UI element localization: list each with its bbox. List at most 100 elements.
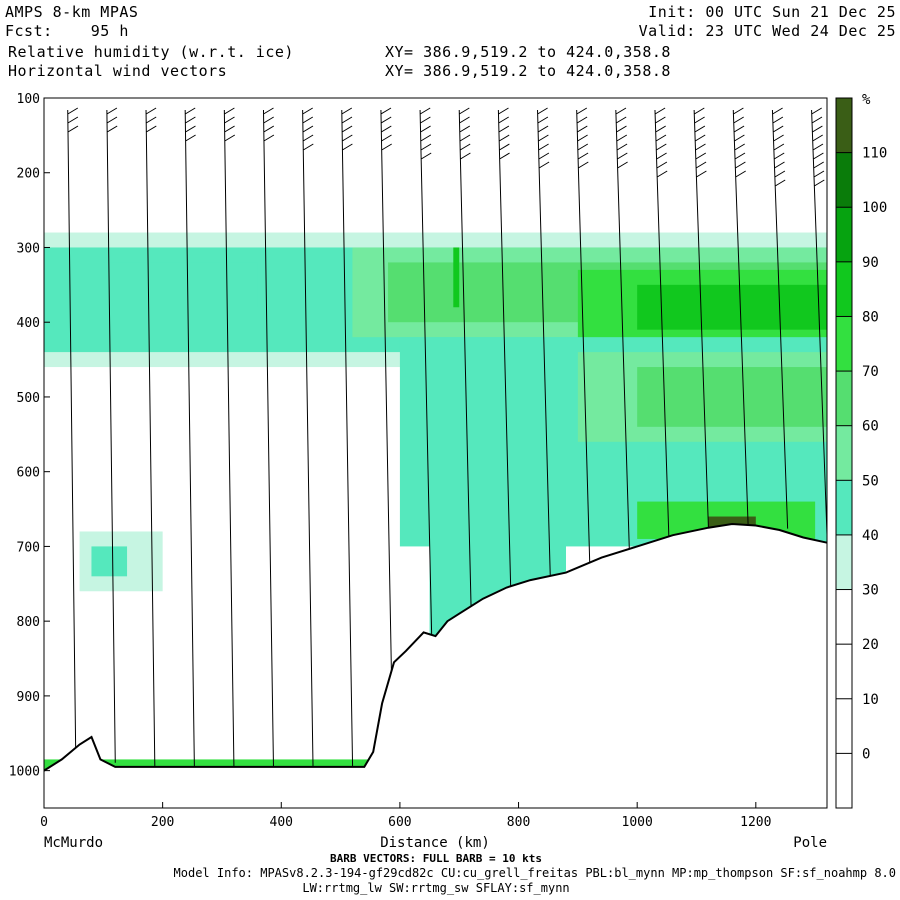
rh-region	[577, 269, 827, 345]
rh-region	[429, 471, 566, 644]
rh-region	[637, 501, 816, 539]
colorbar-frame	[835, 97, 853, 809]
wind-barb-column	[771, 107, 789, 529]
left-endpoint-label: McMurdo	[44, 835, 103, 851]
colorbar-tick-label: 0	[862, 746, 870, 762]
colorbar-tick-label: 10	[862, 692, 879, 708]
x-tick-label: 800	[507, 815, 530, 830]
wind-barb-column	[419, 107, 433, 637]
colorbar-tick-label: 110	[862, 146, 887, 162]
rh-region	[399, 337, 827, 547]
wind-barb-column	[458, 107, 472, 614]
colorbar-swatch	[836, 589, 852, 645]
y-tick-label: 1000	[9, 765, 40, 780]
colorbar-tick-label: 40	[862, 528, 879, 544]
model-title: AMPS 8-km MPAS	[5, 3, 139, 21]
wind-barb-column	[341, 107, 354, 767]
rh-region	[388, 262, 827, 323]
colorbar-tick-label: 50	[862, 473, 879, 489]
wind-barb-column	[693, 107, 710, 531]
rh-region	[637, 367, 827, 427]
cross-section-xy-1: XY= 386.9,519.2 to 424.0,358.8	[385, 43, 671, 61]
terrain	[43, 522, 828, 808]
wind-barb-column	[615, 107, 630, 554]
field-name-wind: Horizontal wind vectors	[8, 62, 228, 80]
colorbar: 0 10 20 30 40 50 60 70 80 90 100 110%	[835, 92, 887, 809]
axes: 100 200 300 400 500 600 700 800 900 1000 0 200 400 60…	[9, 92, 828, 830]
cross-section-xy-2: XY= 386.9,519.2 to 424.0,358.8	[385, 62, 671, 80]
rh-region	[577, 352, 827, 442]
colorbar-tick-label: 90	[862, 255, 879, 271]
colorbar-swatch	[836, 152, 852, 208]
init-time: Init: 00 UTC Sun 21 Dec 25	[648, 3, 896, 21]
colorbar-tick-label: 60	[862, 419, 879, 435]
right-endpoint-label: Pole	[793, 835, 827, 851]
colorbar-tick-label: 80	[862, 309, 879, 325]
wind-barb-column	[537, 107, 551, 579]
rh-shading	[44, 232, 827, 771]
colorbar-tick-label: 100	[862, 200, 887, 216]
colorbar-tick-label: 70	[862, 364, 879, 380]
wind-barb-column	[262, 107, 275, 767]
wind-barb-column	[380, 107, 393, 710]
colorbar-swatch	[836, 698, 852, 754]
rh-region	[453, 247, 460, 308]
y-tick-label: 100	[17, 92, 40, 107]
rh-region	[44, 232, 827, 368]
wind-barb-column	[145, 107, 157, 767]
colorbar-swatch	[836, 371, 852, 426]
rh-region	[103, 262, 258, 308]
x-axis-label: Distance (km)	[380, 835, 490, 851]
y-tick-label: 800	[17, 615, 40, 630]
rh-region	[44, 247, 827, 353]
rh-region	[708, 516, 756, 532]
model-info-2: LW:rrtmg_lw SW:rrtmg_sw SFLAY:sf_mynn	[302, 881, 569, 895]
rh-region	[44, 759, 377, 771]
x-tick-label: 400	[270, 815, 293, 830]
x-tick-label: 600	[388, 815, 411, 830]
valid-time: Valid: 23 UTC Wed 24 Dec 25	[638, 22, 896, 40]
x-tick-label: 200	[151, 815, 174, 830]
wind-barb-column	[184, 107, 196, 767]
wind-barb-column	[106, 107, 118, 763]
colorbar-unit: %	[862, 92, 871, 108]
y-tick-label: 500	[17, 391, 40, 406]
field-name-rh: Relative humidity (w.r.t. ice)	[8, 43, 294, 61]
colorbar-tick-label: 20	[862, 637, 879, 653]
wind-barb-column	[811, 107, 827, 540]
y-tick-label: 600	[17, 466, 40, 481]
colorbar-swatch	[836, 261, 852, 317]
wind-barb-column	[497, 107, 512, 592]
terrain-fill	[44, 524, 827, 808]
rh-region	[79, 531, 163, 592]
barb-note: BARB VECTORS: FULL BARB = 10 kts	[330, 852, 542, 865]
y-tick-label: 900	[17, 690, 40, 705]
wind-barb-column	[302, 107, 314, 767]
colorbar-swatch	[836, 425, 852, 481]
wind-barb-column	[576, 107, 591, 569]
colorbar-swatch	[836, 753, 852, 808]
plot-frame	[43, 97, 828, 809]
y-tick-label: 400	[17, 316, 40, 331]
colorbar-tick-label: 30	[862, 583, 879, 599]
x-tick-label: 0	[40, 815, 48, 830]
y-tick-label: 300	[17, 241, 40, 256]
colorbar-swatch	[836, 644, 852, 699]
wind-barb-column	[654, 107, 670, 541]
wind-barb-column	[732, 107, 749, 525]
y-tick-label: 700	[17, 540, 40, 555]
rh-region	[352, 247, 827, 338]
colorbar-swatch	[836, 534, 852, 590]
rh-region	[637, 284, 827, 330]
colorbar-swatch	[836, 207, 852, 262]
footer-labels: McMurdo Distance (km) Pole BARB VECTORS:…	[44, 835, 896, 895]
wind-barb-column	[67, 107, 79, 755]
y-tick-label: 200	[17, 167, 40, 182]
colorbar-swatch	[836, 316, 852, 372]
rh-region	[91, 546, 128, 577]
x-tick-label: 1200	[740, 815, 771, 830]
terrain-line	[43, 522, 828, 772]
model-info: Model Info: MPASv8.2.3-194-gf29cd82c CU:…	[174, 866, 896, 880]
wind-barb-column	[223, 107, 236, 767]
